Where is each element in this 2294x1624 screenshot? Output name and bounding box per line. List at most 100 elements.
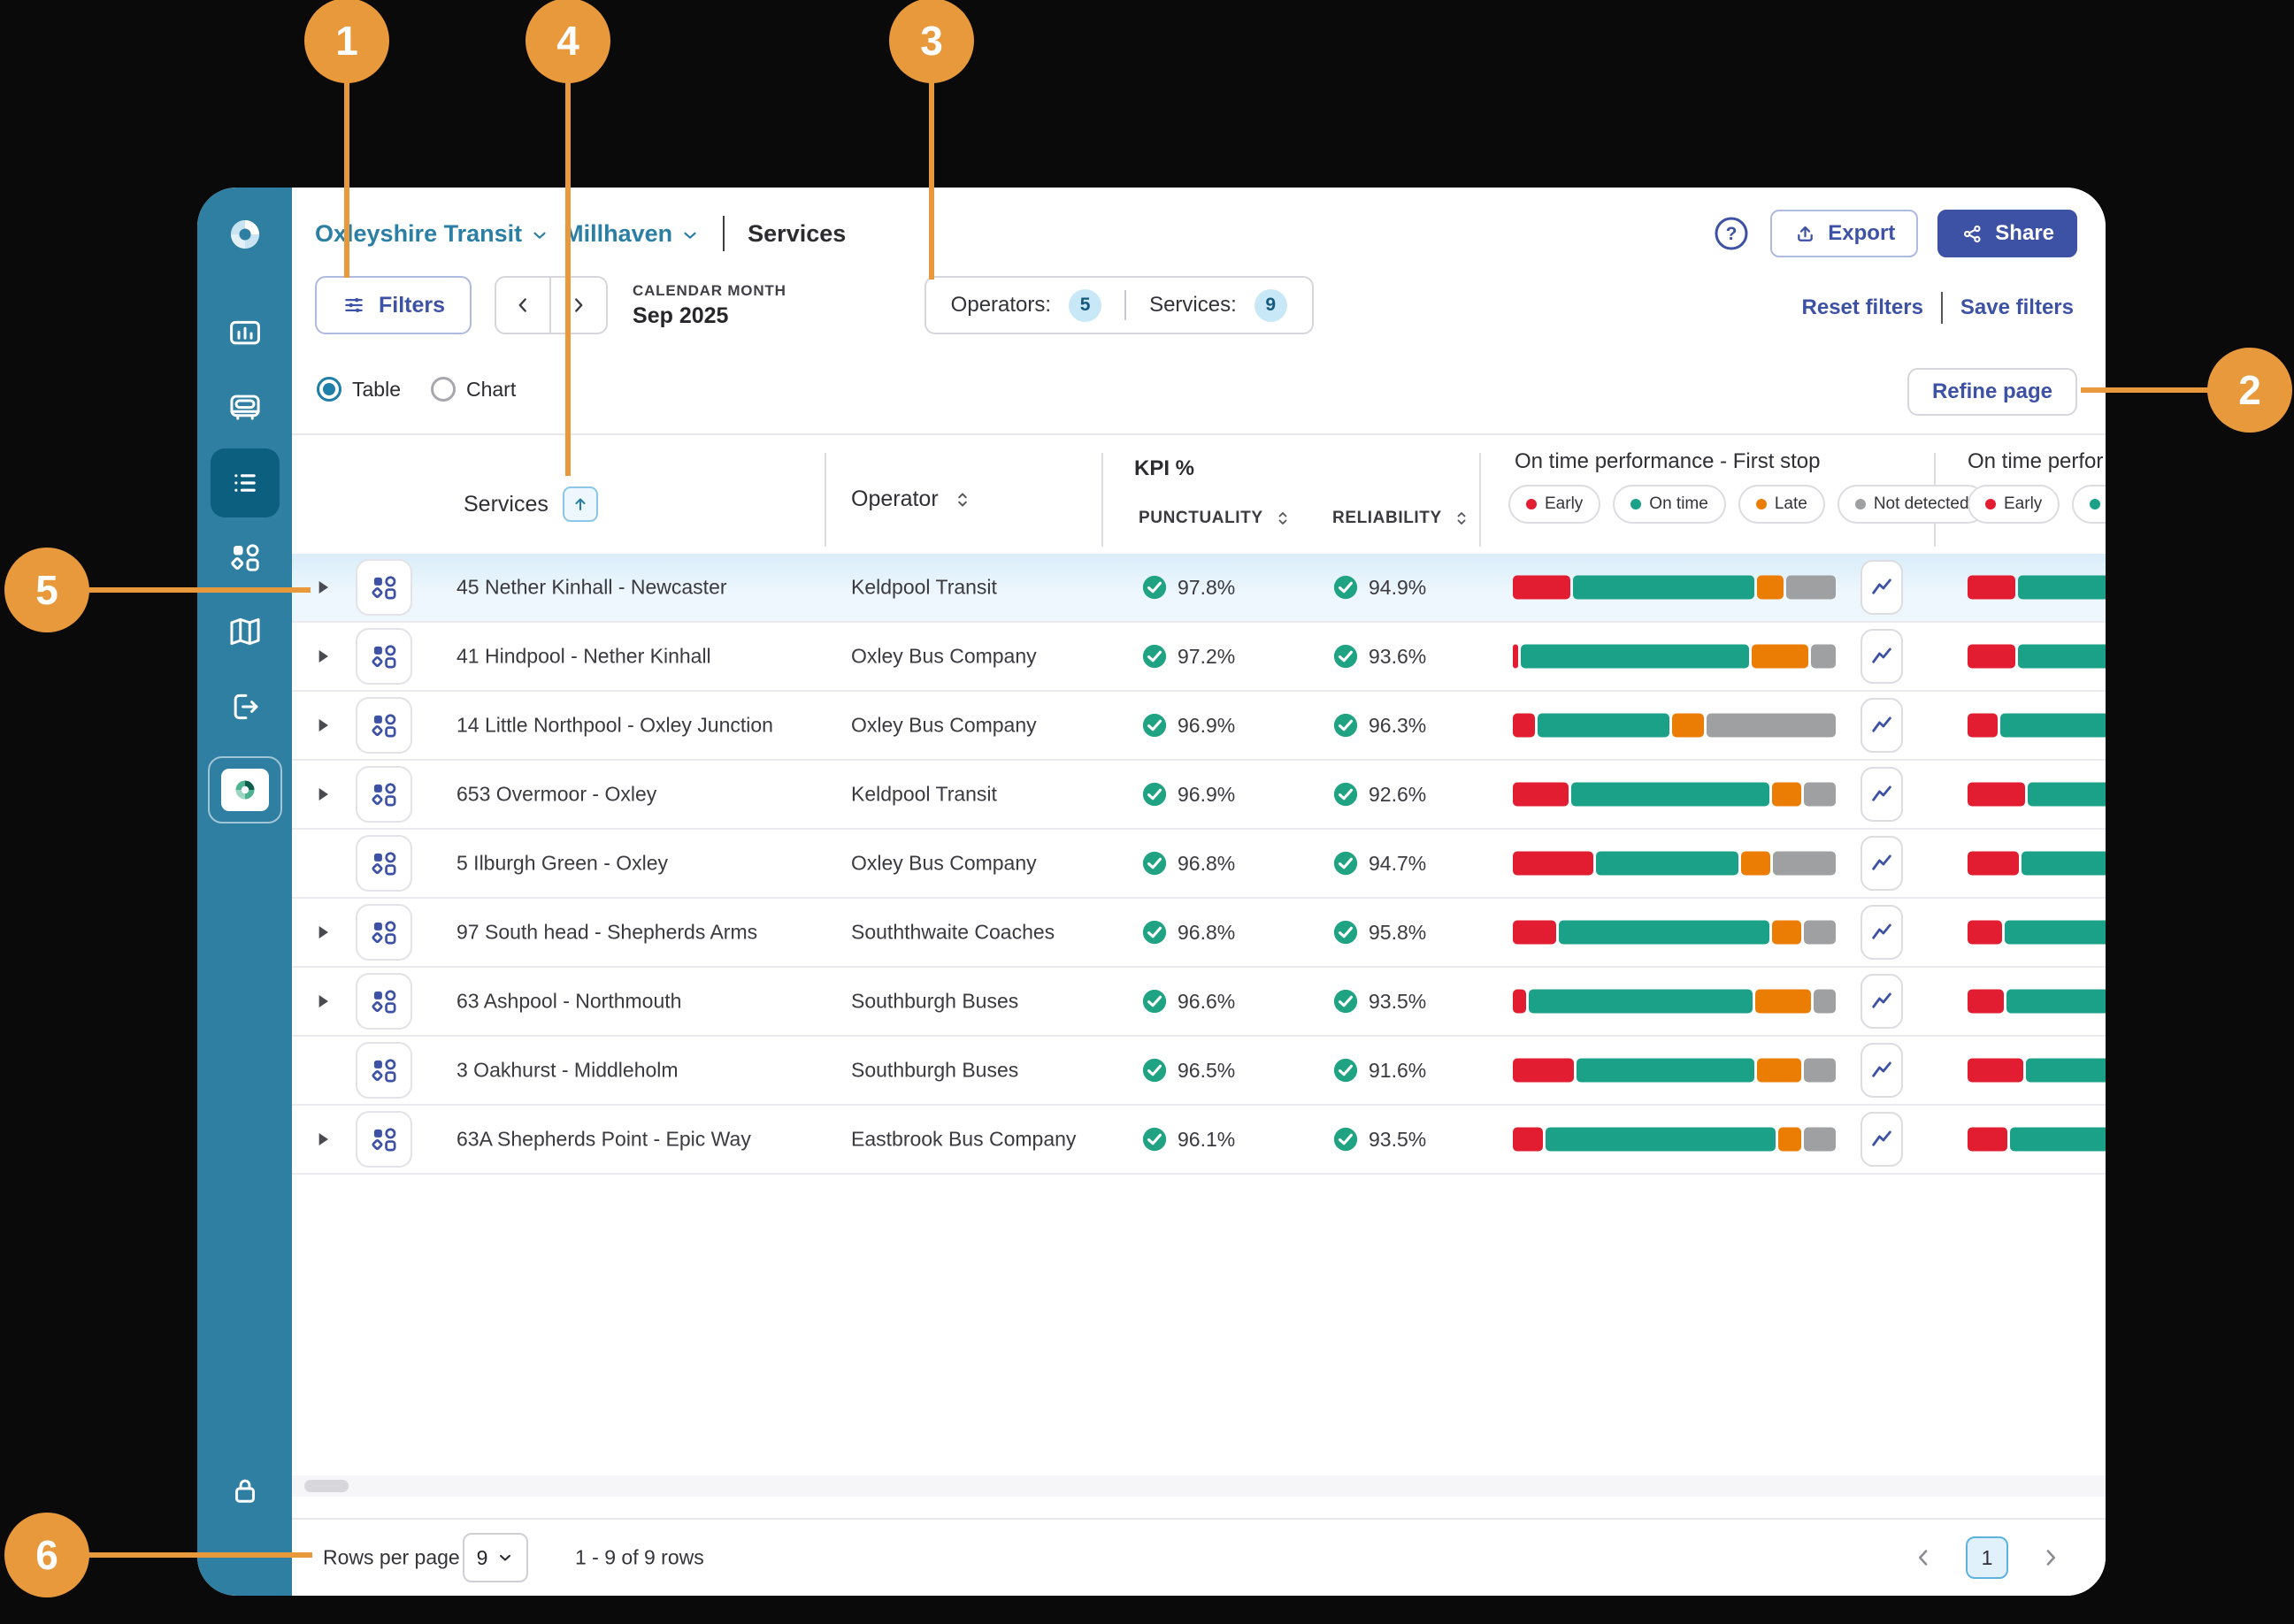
trend-chart-button[interactable] (1861, 905, 1903, 960)
table-row[interactable]: 3 Oakhurst - Middleholm Southburgh Buses… (292, 1037, 2106, 1106)
active-filters-chip[interactable]: Operators: 5 Services: 9 (924, 276, 1314, 334)
otp-first-stop-bar (1513, 713, 1838, 738)
share-button[interactable]: Share (1937, 210, 2077, 257)
legend-chip[interactable]: Early (1968, 485, 2060, 524)
service-name: 41 Hindpool - Nether Kinhall (456, 644, 711, 668)
filters-label: Filters (379, 292, 446, 318)
otp-first-stop-bar (1513, 782, 1838, 807)
expand-row-button[interactable] (311, 576, 334, 599)
reliability-percent: 93.6% (1369, 644, 1427, 668)
filters-button[interactable]: Filters (315, 276, 472, 334)
save-filters-link[interactable]: Save filters (1960, 295, 2074, 319)
next-page-button[interactable] (2035, 1542, 2067, 1574)
breadcrumb-org-dropdown[interactable]: Oxleyshire Transit (315, 220, 549, 248)
expand-row-button[interactable] (311, 783, 334, 806)
sidebar-item-lock[interactable] (226, 1472, 264, 1509)
reset-filters-link[interactable]: Reset filters (1801, 295, 1923, 319)
previous-page-button[interactable] (1907, 1542, 1939, 1574)
legend-chip[interactable]: On t (2072, 485, 2106, 524)
page-number-button[interactable]: 1 (1966, 1536, 2008, 1579)
next-month-button[interactable] (551, 278, 606, 333)
trend-chart-button[interactable] (1861, 560, 1903, 615)
sidebar-item-map[interactable] (226, 613, 264, 650)
previous-month-button[interactable] (496, 278, 552, 333)
refine-page-button[interactable]: Refine page (1907, 368, 2077, 416)
trend-chart-button[interactable] (1861, 974, 1903, 1029)
breadcrumb-region-dropdown[interactable]: Millhaven (564, 220, 700, 248)
shapes-icon (372, 852, 396, 876)
trend-chart-button[interactable] (1861, 698, 1903, 753)
column-header-punctuality[interactable]: PUNCTUALITY (1139, 508, 1293, 529)
trend-chart-button[interactable] (1861, 767, 1903, 822)
column-header-otp-second: On time perfor (1968, 449, 2104, 473)
expand-row-button[interactable] (311, 921, 334, 944)
table-row[interactable]: 41 Hindpool - Nether Kinhall Oxley Bus C… (292, 623, 2106, 692)
service-grid-button[interactable] (356, 559, 412, 616)
reliability-value: 91.6% (1332, 1057, 1426, 1084)
otp-first-stop-legend: Early On time Late Not detected (1508, 485, 1987, 524)
operator-name: Southburgh Buses (851, 1058, 1019, 1082)
table-row[interactable]: 45 Nether Kinhall - Newcaster Keldpool T… (292, 554, 2106, 623)
legend-chip[interactable]: Early (1508, 485, 1601, 524)
expand-row-button[interactable] (311, 990, 334, 1013)
trend-chart-button[interactable] (1861, 1112, 1903, 1167)
service-grid-button[interactable] (356, 1042, 412, 1099)
punctuality-percent: 96.9% (1178, 782, 1236, 806)
sidebar-item-app-switcher[interactable] (207, 756, 282, 823)
sidebar-item-services-active[interactable] (210, 448, 280, 517)
chart-view-radio[interactable]: Chart (430, 377, 516, 402)
service-grid-button[interactable] (356, 628, 412, 685)
otp-first-stop-bar (1513, 1127, 1838, 1152)
service-grid-button[interactable] (356, 835, 412, 892)
trend-chart-button[interactable] (1861, 629, 1903, 684)
table-body: 45 Nether Kinhall - Newcaster Keldpool T… (292, 554, 2106, 1175)
service-grid-button[interactable] (356, 1111, 412, 1168)
horizontal-scrollbar-thumb[interactable] (304, 1480, 349, 1492)
legend-chip[interactable]: Not detected (1837, 485, 1987, 524)
punctuality-percent: 97.2% (1178, 644, 1236, 668)
expand-row-button[interactable] (311, 645, 334, 668)
triangle-right-icon (318, 994, 328, 1008)
reliability-value: 92.6% (1332, 781, 1426, 808)
table-row[interactable]: 14 Little Northpool - Oxley Junction Oxl… (292, 692, 2106, 761)
service-name: 14 Little Northpool - Oxley Junction (456, 713, 773, 737)
table-row[interactable]: 653 Overmoor - Oxley Keldpool Transit 96… (292, 761, 2106, 830)
export-button[interactable]: Export (1770, 210, 1919, 257)
rows-per-page-select[interactable]: 9 (463, 1533, 528, 1582)
column-header-operator[interactable]: Operator (851, 486, 974, 512)
page-title: Services (748, 219, 847, 247)
sidebar-item-analytics[interactable] (226, 315, 264, 352)
sidebar-item-vehicles[interactable] (226, 389, 264, 426)
otp-second-bar (1968, 1127, 2106, 1152)
trend-chart-button[interactable] (1861, 836, 1903, 891)
expand-row-button[interactable] (311, 714, 334, 737)
trend-line-icon (1872, 716, 1891, 732)
callout-line-3 (929, 81, 934, 280)
service-grid-button[interactable] (356, 904, 412, 961)
callout-line-4 (565, 81, 571, 476)
view-toggle: Table Chart (317, 377, 516, 402)
otp-second-bar (1968, 575, 2106, 600)
help-button[interactable]: ? (1712, 214, 1751, 253)
triangle-right-icon (318, 787, 328, 801)
sort-ascending-button[interactable] (562, 486, 598, 522)
legend-chip[interactable]: On time (1613, 485, 1726, 524)
operators-count-badge: 5 (1069, 288, 1102, 322)
logout-icon (234, 693, 257, 720)
column-header-reliability[interactable]: RELIABILITY (1332, 508, 1472, 529)
table-row[interactable]: 63A Shepherds Point - Epic Way Eastbrook… (292, 1106, 2106, 1175)
expand-row-button[interactable] (311, 1128, 334, 1151)
table-row[interactable]: 97 South head - Shepherds Arms Souththwa… (292, 899, 2106, 968)
legend-chip[interactable]: Late (1738, 485, 1825, 524)
table-view-radio[interactable]: Table (317, 377, 401, 402)
sidebar-item-components[interactable] (226, 539, 264, 576)
service-grid-button[interactable] (356, 973, 412, 1030)
trend-chart-button[interactable] (1861, 1043, 1903, 1098)
service-grid-button[interactable] (356, 697, 412, 754)
sidebar-item-logout[interactable] (226, 688, 264, 725)
table-row[interactable]: 5 Ilburgh Green - Oxley Oxley Bus Compan… (292, 830, 2106, 899)
service-grid-button[interactable] (356, 766, 412, 823)
table-view-label: Table (352, 377, 401, 401)
table-row[interactable]: 63 Ashpool - Northmouth Southburgh Buses… (292, 968, 2106, 1037)
horizontal-scrollbar-track (292, 1475, 2106, 1497)
